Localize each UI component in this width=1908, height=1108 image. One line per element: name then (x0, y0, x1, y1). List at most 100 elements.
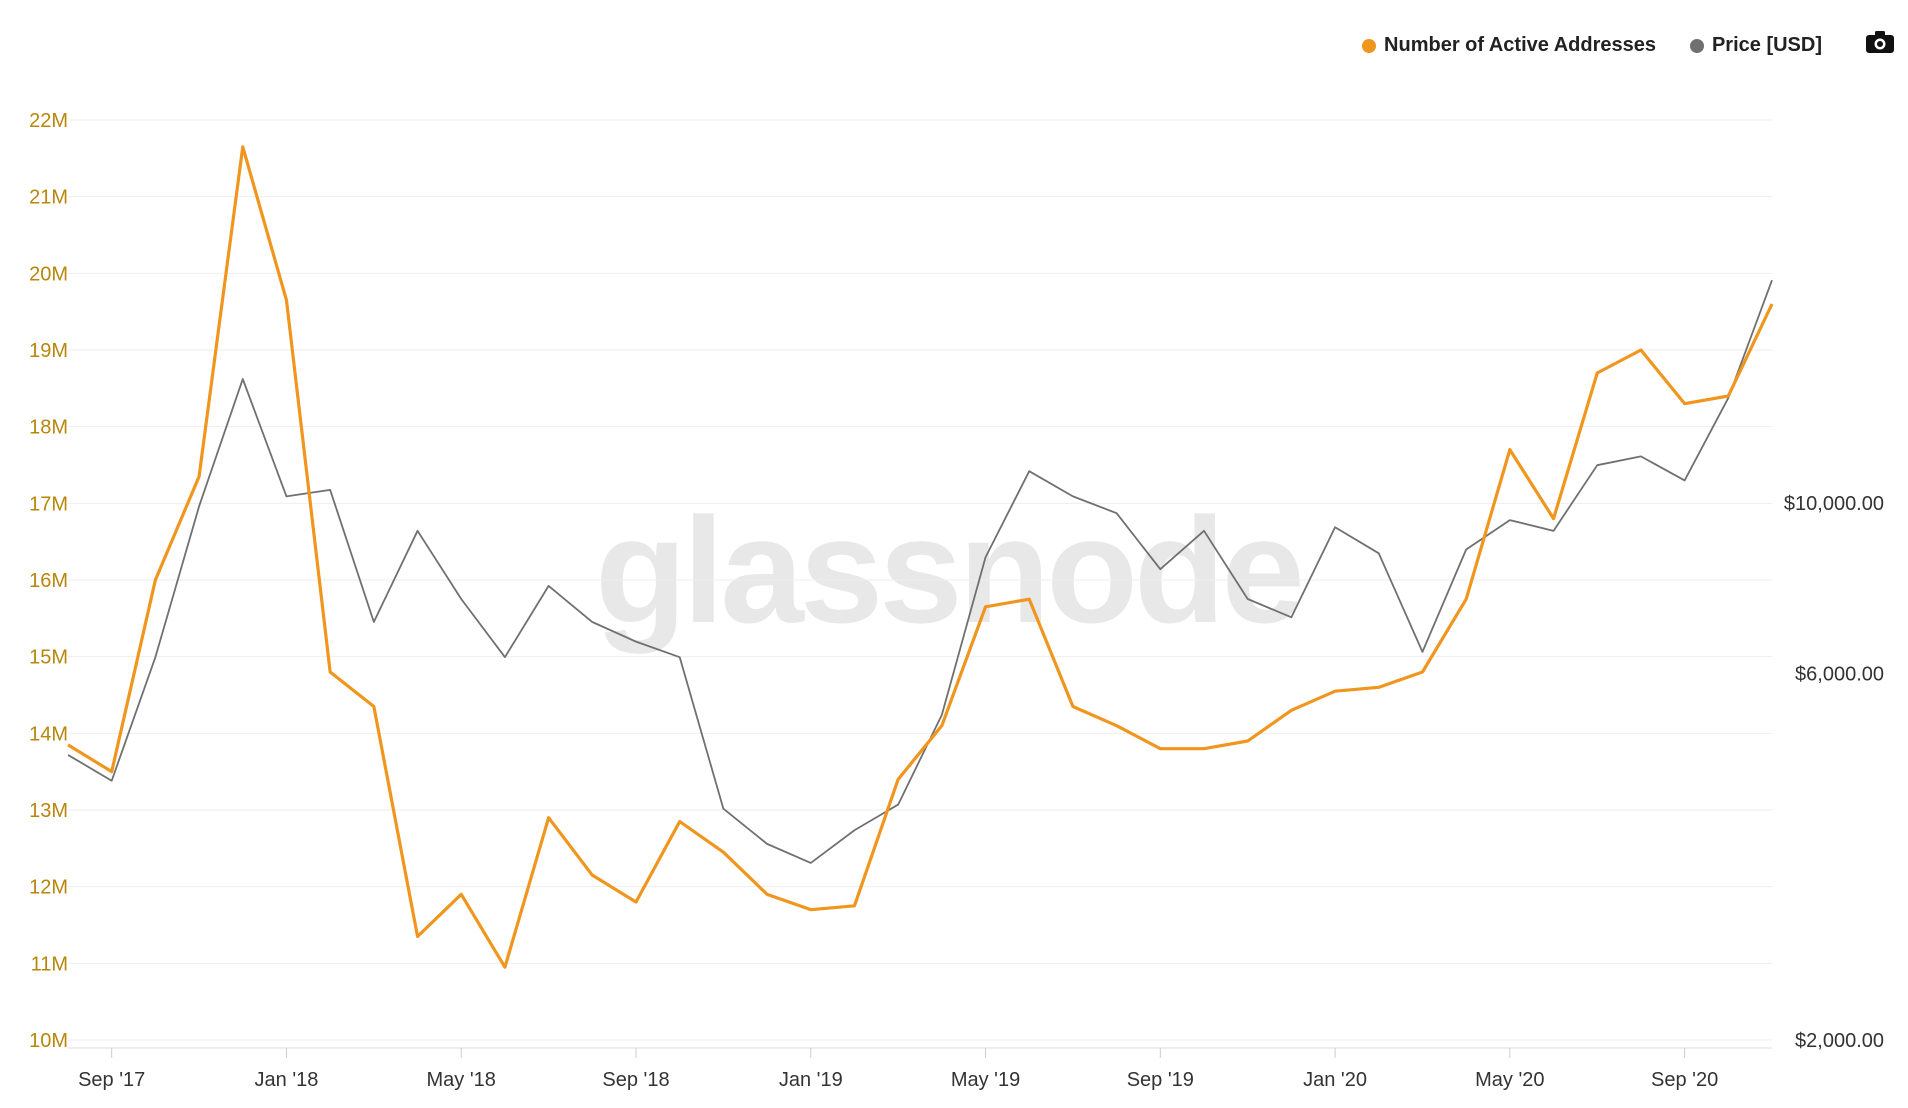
addresses-point[interactable] (764, 891, 770, 897)
price-point[interactable] (851, 827, 857, 833)
camera-icon[interactable] (1866, 31, 1894, 53)
addresses-point[interactable] (1376, 684, 1382, 690)
price-point[interactable] (415, 528, 421, 534)
addresses-point[interactable] (1288, 707, 1294, 713)
price-point[interactable] (327, 487, 333, 493)
x-tick-label: Sep '17 (78, 1069, 145, 1091)
left-tick-label: 22M (29, 110, 68, 132)
addresses-point[interactable] (983, 604, 989, 610)
addresses-point[interactable] (677, 819, 683, 825)
price-point[interactable] (808, 860, 814, 866)
left-tick-label: 21M (29, 187, 68, 209)
legend-item-addresses[interactable]: Number of Active Addresses (1362, 34, 1656, 57)
price-point[interactable] (1551, 528, 1557, 534)
addresses-point[interactable] (196, 474, 202, 480)
series-line-active-addresses[interactable] (67, 145, 1774, 969)
addresses-point[interactable] (1114, 723, 1120, 729)
addresses-point[interactable] (1201, 746, 1207, 752)
addresses-point[interactable] (371, 704, 377, 710)
addresses-point[interactable] (1682, 401, 1688, 407)
addresses-point[interactable] (546, 815, 552, 821)
price-point[interactable] (633, 639, 639, 645)
price-point[interactable] (1288, 614, 1294, 620)
addresses-point[interactable] (1594, 370, 1600, 376)
price-point[interactable] (764, 841, 770, 847)
addresses-point[interactable] (109, 769, 115, 775)
addresses-point[interactable] (1157, 746, 1163, 752)
addresses-point[interactable] (327, 669, 333, 675)
price-point[interactable] (1114, 510, 1120, 516)
price-point[interactable] (895, 802, 901, 808)
watermark: glassnode (595, 486, 1301, 654)
addresses-point[interactable] (808, 907, 814, 913)
price-point[interactable] (546, 583, 552, 589)
x-tick-label: Jan '20 (1303, 1069, 1367, 1091)
price-point[interactable] (589, 619, 595, 625)
addresses-point[interactable] (633, 899, 639, 905)
addresses-point[interactable] (720, 849, 726, 855)
addresses-point[interactable] (1419, 669, 1425, 675)
addresses-point[interactable] (152, 577, 158, 583)
addresses-point[interactable] (939, 723, 945, 729)
addresses-dot-icon (1362, 38, 1377, 53)
price-point[interactable] (1026, 468, 1032, 474)
price-point[interactable] (1463, 546, 1469, 552)
price-point[interactable] (983, 554, 989, 560)
price-point[interactable] (196, 503, 202, 509)
price-point[interactable] (371, 619, 377, 625)
addresses-point[interactable] (895, 776, 901, 782)
price-point[interactable] (283, 493, 289, 499)
addresses-point[interactable] (1507, 447, 1513, 453)
price-point[interactable] (677, 654, 683, 660)
price-point[interactable] (939, 712, 945, 718)
price-point[interactable] (720, 806, 726, 812)
addresses-point[interactable] (1026, 596, 1032, 602)
addresses-point[interactable] (502, 964, 508, 970)
addresses-point[interactable] (1332, 688, 1338, 694)
x-tick-label: May '20 (1475, 1069, 1544, 1091)
price-point[interactable] (1157, 566, 1163, 572)
addresses-point[interactable] (65, 742, 71, 748)
addresses-point[interactable] (415, 934, 421, 940)
price-point[interactable] (1725, 395, 1731, 401)
legend-item-price[interactable]: Price [USD] (1689, 34, 1822, 57)
addresses-point[interactable] (851, 903, 857, 909)
price-point[interactable] (152, 654, 158, 660)
price-point[interactable] (1594, 462, 1600, 468)
addresses-point[interactable] (240, 144, 246, 150)
addresses-point[interactable] (1638, 347, 1644, 353)
price-point[interactable] (1376, 550, 1382, 556)
left-tick-label: 19M (29, 340, 68, 362)
addresses-point[interactable] (458, 891, 464, 897)
left-tick-label: 13M (29, 800, 68, 822)
addresses-point[interactable] (589, 872, 595, 878)
addresses-point[interactable] (1551, 516, 1557, 522)
price-point[interactable] (65, 752, 71, 758)
addresses-point[interactable] (283, 297, 289, 303)
addresses-point[interactable] (1463, 596, 1469, 602)
left-tick-label: 20M (29, 263, 68, 285)
price-point[interactable] (1419, 649, 1425, 655)
grid (68, 119, 1772, 1041)
price-point[interactable] (1638, 453, 1644, 459)
right-tick-label: $6,000.00 (1795, 663, 1884, 685)
price-point[interactable] (1332, 524, 1338, 530)
price-point[interactable] (1245, 596, 1251, 602)
price-point[interactable] (1682, 477, 1688, 483)
price-point[interactable] (109, 778, 115, 784)
series-line-price[interactable] (67, 279, 1773, 864)
price-point[interactable] (1507, 517, 1513, 523)
addresses-point[interactable] (1769, 301, 1775, 307)
left-tick-label: 18M (29, 417, 68, 439)
price-point[interactable] (1201, 528, 1207, 534)
series-group (65, 144, 1775, 970)
price-point[interactable] (502, 654, 508, 660)
addresses-point[interactable] (1070, 704, 1076, 710)
price-point[interactable] (458, 596, 464, 602)
price-point[interactable] (1070, 493, 1076, 499)
addresses-point[interactable] (1245, 738, 1251, 744)
x-tick-label: Jan '18 (255, 1069, 319, 1091)
price-point[interactable] (240, 376, 246, 382)
price-point[interactable] (1769, 277, 1775, 283)
